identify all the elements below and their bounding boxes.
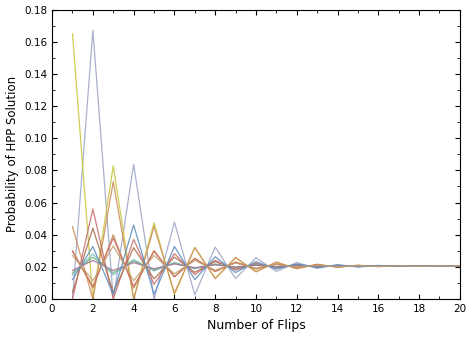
Y-axis label: Probability of HPP Solution: Probability of HPP Solution	[6, 76, 18, 232]
X-axis label: Number of Flips: Number of Flips	[207, 319, 305, 333]
